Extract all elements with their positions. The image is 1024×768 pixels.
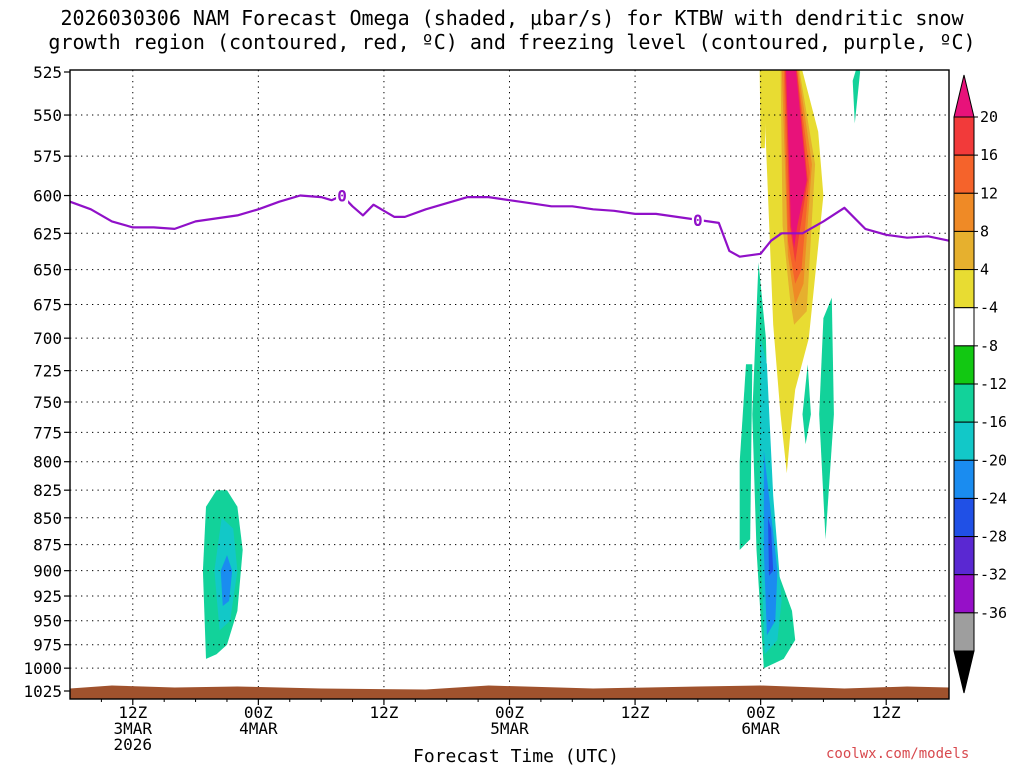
y-tick-label-600: 600 [33, 187, 62, 206]
omega-region-6mar-right-cell-a [802, 364, 811, 445]
colorbar-bin [953, 230, 975, 271]
colorbar-label: -32 [980, 566, 1007, 584]
colorbar-label: 12 [980, 184, 998, 202]
freezing-level-label-bg [336, 187, 349, 204]
freezing-level-label: 0 [693, 211, 703, 230]
y-tick-label-750: 750 [33, 393, 62, 412]
y-tick-label-1000: 1000 [23, 659, 62, 678]
y-tick-label-625: 625 [33, 224, 62, 243]
y-tick-label-550: 550 [33, 106, 62, 125]
colorbar-bin [953, 269, 975, 309]
y-tick-label-875: 875 [33, 536, 62, 555]
y-tick-label-525: 525 [33, 63, 62, 82]
colorbar-label: -8 [980, 337, 998, 355]
colorbar-bin [953, 459, 975, 499]
colorbar-label: -12 [980, 375, 1007, 393]
colorbar: 20 16 12 8 4 -4 -8 -12 -16 -20 -24 -28 -32 -36 [953, 74, 1007, 694]
terrain-layer [70, 685, 949, 699]
freezing-level-label: 0 [337, 187, 347, 206]
colorbar-label: -36 [980, 604, 1007, 622]
x-tick-label-24-0: 00Z [244, 703, 273, 722]
omega-region-top-right-cell [852, 70, 861, 124]
omega-region-6mar-low-deep [768, 517, 774, 576]
colorbar-bin [953, 307, 975, 347]
colorbar-label: -24 [980, 489, 1007, 507]
freezing-level-line [69, 194, 950, 258]
y-axis: 525 550 575 600 625 650 675 700 725 750 775 800 825 8… [23, 63, 70, 701]
title-line-1: 2026030306 NAM Forecast Omega (shaded, µ… [60, 6, 964, 30]
x-axis-label: Forecast Time (UTC) [413, 746, 619, 767]
x-tick-label-36-0: 12Z [369, 703, 398, 722]
colorbar-label: -4 [980, 299, 998, 317]
y-tick-label-975: 975 [33, 636, 62, 655]
colorbar-bin [953, 574, 975, 614]
colorbar-bin [953, 421, 975, 461]
terrain-fill [70, 685, 949, 699]
y-tick-label-775: 775 [33, 423, 62, 442]
colorbar-bin [953, 192, 975, 232]
x-tick-label-12-0: 12Z [118, 703, 147, 722]
colorbar-label: -28 [980, 528, 1007, 546]
y-tick-label-850: 850 [33, 509, 62, 528]
omega-fills [202, 70, 861, 669]
colorbar-bin [953, 154, 975, 194]
y-tick-label-1025: 1025 [23, 682, 62, 701]
colorbar-label: -16 [980, 413, 1007, 431]
colorbar-over-triangle [953, 74, 975, 118]
x-tick-label-12-1: 3MAR [114, 719, 153, 738]
omega-region-6mar-upper-over [786, 70, 807, 248]
y-tick-label-650: 650 [33, 261, 62, 280]
freezing-level-label-bg [691, 211, 704, 228]
colorbar-label: -20 [980, 451, 1007, 469]
omega-region-east-of-4mar-inner [220, 555, 233, 606]
colorbar-label: 16 [980, 146, 998, 164]
y-tick-label-800: 800 [33, 453, 62, 472]
x-tick-label-60-0: 12Z [621, 703, 650, 722]
freezing-level-layer: 00 [69, 187, 950, 258]
colorbar-label: 4 [980, 261, 989, 279]
x-tick-label-72-0: 00Z [746, 703, 775, 722]
omega-region-6mar-right-cell-b [819, 297, 834, 540]
y-tick-label-925: 925 [33, 587, 62, 606]
colorbar-bin [953, 383, 975, 423]
colorbar-bin [953, 345, 975, 385]
omega-region-6mar-left-thin [759, 70, 767, 149]
x-tick-label-84-0: 12Z [872, 703, 901, 722]
y-tick-label-825: 825 [33, 481, 62, 500]
title-line-2: growth region (contoured, red, ºC) and f… [48, 30, 976, 54]
chart-title: 2026030306 NAM Forecast Omega (shaded, µ… [0, 6, 1024, 54]
colorbar-label: 8 [980, 222, 989, 240]
x-tick-label-48-0: 00Z [495, 703, 524, 722]
y-tick-label-700: 700 [33, 329, 62, 348]
x-tick-label-48-1: 5MAR [490, 719, 529, 738]
y-tick-label-725: 725 [33, 362, 62, 381]
credit-link[interactable]: coolwx.com/models [826, 746, 970, 762]
x-tick-label-24-1: 4MAR [239, 719, 278, 738]
colorbar-label: 20 [980, 108, 998, 126]
omega-region-6mar-left-strip [739, 364, 753, 550]
colorbar-bin [953, 116, 975, 156]
colorbar-bin [953, 612, 975, 652]
y-tick-label-900: 900 [33, 562, 62, 581]
x-tick-label-12-2: 2026 [114, 735, 153, 754]
y-tick-label-675: 675 [33, 296, 62, 315]
colorbar-bin [953, 536, 975, 576]
y-tick-label-950: 950 [33, 612, 62, 631]
y-tick-label-575: 575 [33, 147, 62, 166]
colorbar-bin [953, 497, 975, 538]
x-tick-label-72-1: 6MAR [741, 719, 780, 738]
colorbar-under-triangle [953, 650, 975, 694]
